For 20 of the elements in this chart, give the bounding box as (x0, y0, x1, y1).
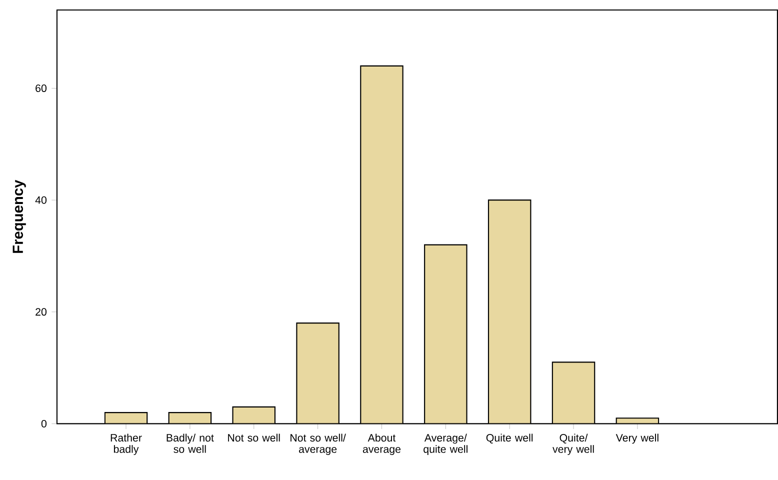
x-tick-label: Average/ quite well (424, 434, 468, 456)
bar (360, 66, 403, 424)
y-tick-label: 60 (36, 84, 47, 92)
y-axis-title: Frequency (12, 180, 26, 254)
x-tick-label: Quite/ very well (552, 434, 594, 456)
x-tick-label: Not so well/ average (290, 434, 346, 456)
x-tick-label: Quite well (486, 434, 533, 444)
y-tick-label: 20 (36, 308, 47, 316)
x-tick-label: Rather badly (110, 434, 142, 456)
x-tick-label: About average (362, 434, 401, 456)
y-tick-label: 0 (41, 420, 47, 428)
bar (296, 323, 339, 424)
bar (552, 362, 595, 424)
bar (424, 244, 467, 424)
y-tick-label: 40 (35, 196, 47, 204)
x-tick-label: Badly/ not so well (166, 434, 214, 454)
bar (488, 200, 531, 424)
x-tick-label: Not so well (228, 434, 280, 442)
x-tick-label: Very well (616, 434, 658, 444)
bar (232, 407, 275, 424)
